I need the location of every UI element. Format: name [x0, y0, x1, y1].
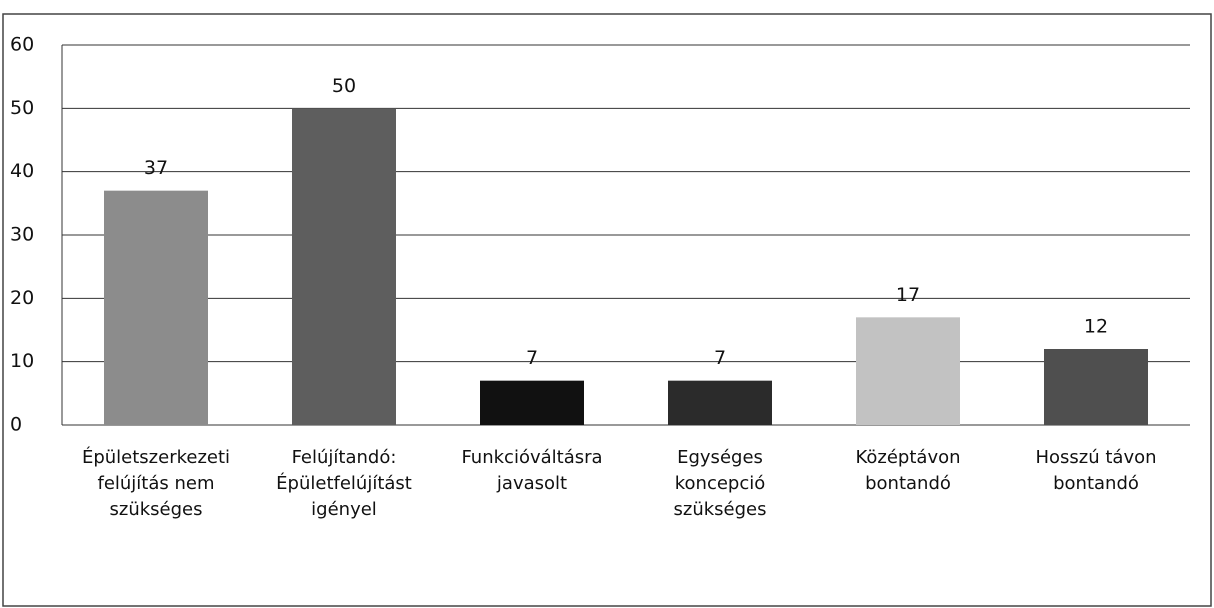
y-tick-label: 20: [10, 287, 34, 309]
data-label: 17: [896, 284, 920, 306]
bar: [668, 380, 772, 425]
bar: [104, 190, 208, 425]
x-tick-label: Felújítandó: Épületfelújítást igényel: [276, 447, 412, 520]
y-tick-label: 40: [10, 160, 34, 182]
y-tick-label: 0: [10, 414, 22, 436]
data-label: 37: [144, 157, 168, 179]
x-tick-label: Hosszú távon bontandó: [1035, 447, 1157, 494]
x-tick-label: Középtávon bontandó: [855, 447, 961, 494]
y-tick-label: 60: [10, 34, 34, 56]
y-tick-label: 50: [10, 97, 34, 119]
x-tick-label: Funkcióváltásra javasolt: [461, 447, 603, 494]
x-tick-label: Egységes koncepció szükséges: [673, 447, 767, 520]
bar: [1044, 349, 1148, 425]
data-label: 7: [714, 347, 726, 369]
x-tick-label: Épületszerkezeti felújítás nem szükséges: [81, 447, 231, 520]
bar: [292, 108, 396, 425]
data-label: 50: [332, 75, 356, 97]
y-tick-label: 30: [10, 224, 34, 246]
bar: [856, 317, 960, 425]
bar: [480, 380, 584, 425]
data-label: 7: [526, 347, 538, 369]
frame: [2, 13, 1212, 607]
data-label: 12: [1084, 316, 1108, 338]
y-tick-label: 10: [10, 350, 34, 372]
